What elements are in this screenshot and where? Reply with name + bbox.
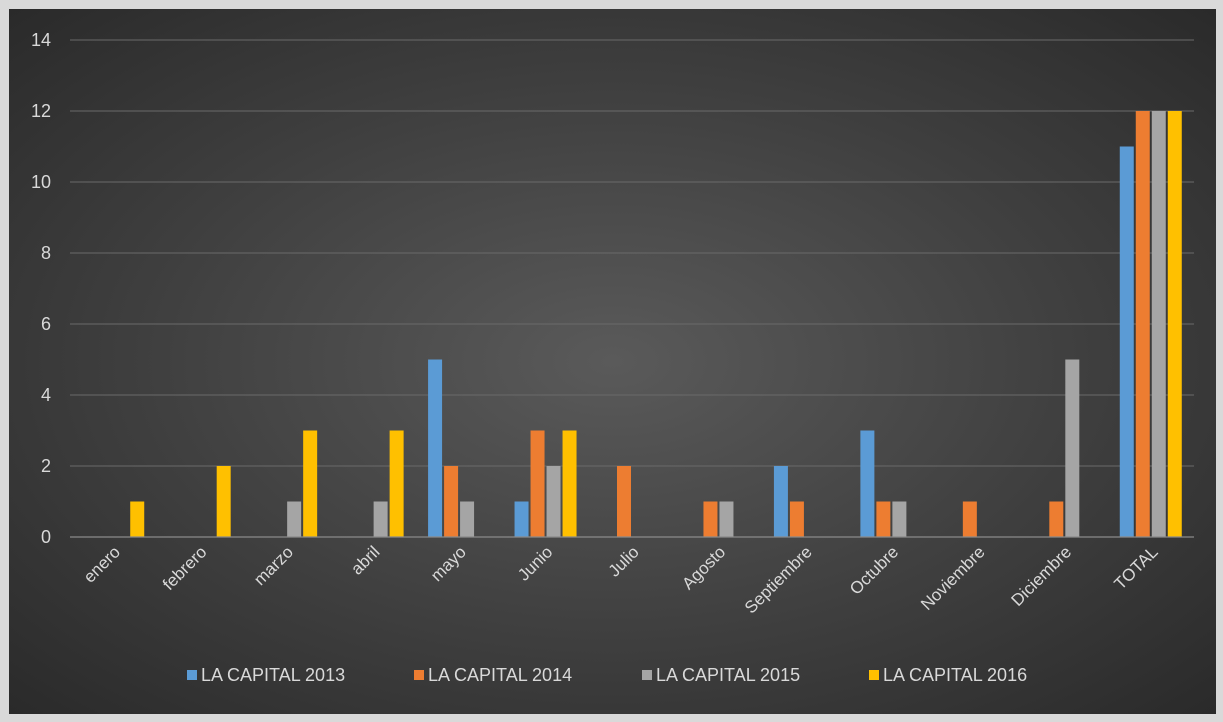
y-tick-label: 10	[31, 172, 51, 192]
y-tick-label: 2	[41, 456, 51, 476]
legend-swatch	[187, 670, 197, 680]
x-category-label: abril	[347, 542, 383, 578]
legend-item: LA CAPITAL 2013	[187, 665, 345, 685]
y-tick-label: 0	[41, 527, 51, 547]
x-category-label: mayo	[427, 542, 470, 585]
legend-swatch	[642, 670, 652, 680]
bar-12-1	[1135, 111, 1150, 537]
bar-12-2	[1151, 111, 1166, 537]
x-category-label: marzo	[250, 542, 297, 589]
x-category-label: Septiembre	[741, 542, 816, 617]
bar-7-2	[719, 501, 734, 537]
bar-11-2	[1065, 359, 1080, 537]
y-tick-label: 12	[31, 101, 51, 121]
x-category-label: Junio	[514, 542, 556, 584]
bar-10-1	[962, 501, 977, 537]
legend-swatch	[869, 670, 879, 680]
legend-label: LA CAPITAL 2014	[428, 665, 572, 685]
bar-5-2	[546, 466, 561, 537]
legend: LA CAPITAL 2013 LA CAPITAL 2014 LA CAPITAL…	[187, 665, 1027, 685]
bar-1-3	[216, 466, 231, 537]
bar-chart: 0 2 4 6 8 10 12 14 enero febrero marzo abril mayo Ju…	[31, 30, 1194, 685]
legend-label: LA CAPITAL 2015	[656, 665, 800, 685]
bar-4-1	[444, 466, 459, 537]
bar-5-0	[514, 501, 529, 537]
bar-11-1	[1049, 501, 1064, 537]
bars	[130, 111, 1182, 537]
legend-label: LA CAPITAL 2016	[883, 665, 1027, 685]
bar-2-2	[287, 501, 302, 537]
bar-3-2	[373, 501, 388, 537]
x-category-label: Julio	[605, 542, 643, 580]
bar-8-0	[773, 466, 788, 537]
x-category-label: Diciembre	[1008, 542, 1076, 610]
x-category-label: enero	[80, 542, 124, 586]
x-category-label: febrero	[159, 542, 211, 594]
bar-7-1	[703, 501, 718, 537]
bar-6-1	[617, 466, 631, 537]
bar-5-1	[530, 430, 545, 537]
y-tick-label: 4	[41, 385, 51, 405]
bar-0-3	[130, 501, 145, 537]
legend-item: LA CAPITAL 2014	[414, 665, 572, 685]
bar-3-3	[389, 430, 404, 537]
y-axis-ticks: 0 2 4 6 8 10 12 14	[31, 30, 51, 547]
bar-5-3	[562, 430, 577, 537]
bar-9-0	[860, 430, 875, 537]
bar-9-2	[892, 501, 907, 537]
bar-2-3	[303, 430, 318, 537]
x-category-label: Octubre	[846, 542, 902, 598]
bar-9-1	[876, 501, 891, 537]
x-axis-categories: enero febrero marzo abril mayo Junio Julio Agos…	[80, 542, 1162, 617]
bar-12-3	[1167, 111, 1182, 537]
legend-item: LA CAPITAL 2015	[642, 665, 800, 685]
bar-8-1	[789, 501, 804, 537]
legend-swatch	[414, 670, 424, 680]
bar-4-0	[428, 359, 443, 537]
legend-item: LA CAPITAL 2016	[869, 665, 1027, 685]
bar-4-2	[460, 501, 475, 537]
y-tick-label: 6	[41, 314, 51, 334]
y-tick-label: 14	[31, 30, 51, 50]
x-category-label: Agosto	[678, 542, 729, 593]
legend-label: LA CAPITAL 2013	[201, 665, 345, 685]
gridlines	[70, 39, 1194, 467]
bar-12-0	[1119, 146, 1134, 537]
chart-area: 0 2 4 6 8 10 12 14 enero febrero marzo abril mayo Ju…	[9, 9, 1216, 714]
x-category-label: Noviembre	[917, 542, 989, 614]
y-tick-label: 8	[41, 243, 51, 263]
x-category-label: TOTAL	[1111, 542, 1162, 593]
